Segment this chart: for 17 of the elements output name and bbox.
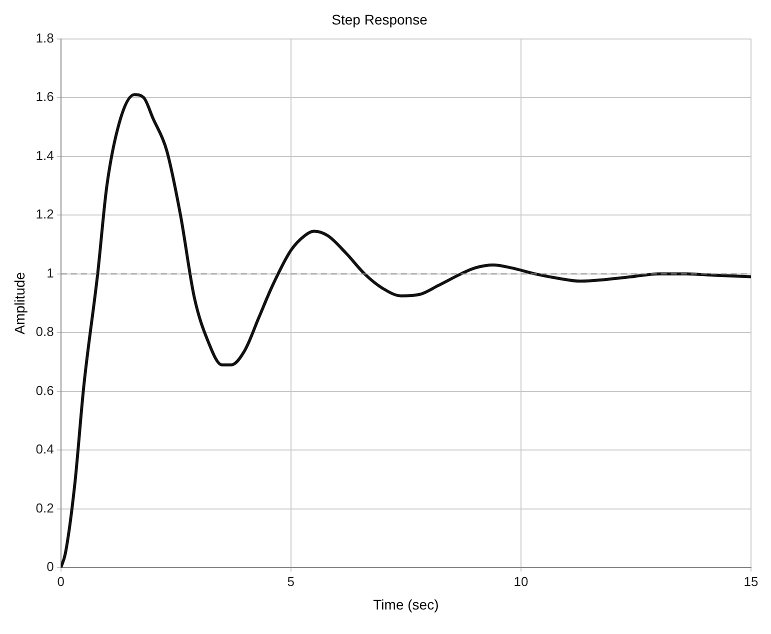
y-tick-label: 0.4: [36, 442, 54, 457]
x-tick-label: 5: [287, 574, 295, 589]
y-tick-label: 0.2: [36, 500, 54, 516]
x-tick-label: 10: [514, 574, 528, 589]
x-axis-title: Time (sec): [373, 596, 439, 612]
x-tick-label: 0: [57, 574, 64, 589]
y-tick-label: 0.8: [36, 324, 54, 340]
y-axis-title: Amplitude: [11, 272, 28, 334]
y-tick-label: 0.6: [36, 382, 54, 398]
y-tick-label: 1.6: [36, 89, 54, 104]
y-tick-label: 1.4: [36, 148, 54, 163]
x-tick-label: 15: [744, 574, 758, 589]
chart-title: Step Response: [332, 11, 428, 28]
y-tick-label: 1.2: [36, 206, 54, 222]
y-tick-label: 0: [46, 559, 54, 574]
y-tick-label: 1: [46, 265, 54, 280]
y-tick-label: 1.8: [36, 30, 54, 46]
